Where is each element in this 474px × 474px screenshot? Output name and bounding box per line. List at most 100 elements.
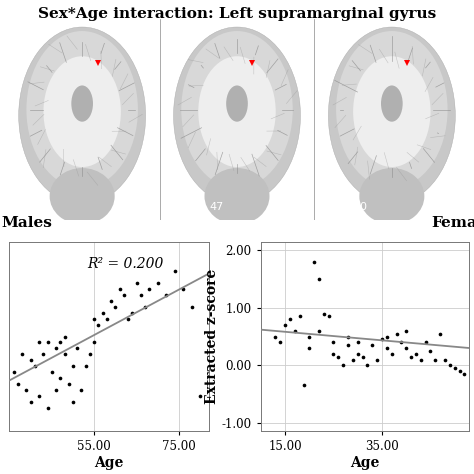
Point [431, 356, 439, 363]
Point [154, 280, 162, 287]
Point [120, 291, 128, 299]
Point [188, 303, 195, 311]
Point [91, 315, 98, 323]
Point [368, 341, 376, 349]
Point [61, 333, 68, 340]
Point [18, 351, 26, 358]
Point [310, 258, 318, 265]
Text: 47: 47 [209, 202, 223, 212]
Point [31, 362, 39, 370]
Point [69, 398, 77, 406]
Point [141, 303, 149, 311]
Point [461, 370, 468, 378]
Point [128, 309, 136, 317]
Ellipse shape [71, 85, 93, 122]
Point [286, 316, 293, 323]
Point [163, 291, 170, 299]
Point [325, 313, 332, 320]
Y-axis label: Extracted z-score: Extracted z-score [205, 269, 219, 404]
Point [315, 275, 323, 283]
Point [422, 338, 429, 346]
Point [320, 310, 328, 318]
Ellipse shape [226, 85, 248, 122]
Ellipse shape [18, 27, 146, 204]
Point [296, 313, 303, 320]
Ellipse shape [381, 85, 403, 122]
Point [412, 350, 419, 357]
X-axis label: Age: Age [350, 456, 380, 470]
Point [364, 362, 371, 369]
Point [124, 315, 132, 323]
Point [388, 350, 395, 357]
Point [305, 333, 313, 340]
Point [335, 353, 342, 360]
Point [437, 330, 444, 337]
Point [111, 303, 119, 311]
Ellipse shape [27, 31, 138, 188]
Point [446, 362, 454, 369]
Ellipse shape [50, 168, 115, 225]
Text: Sex*Age interaction: Left supramarginal gyrus: Sex*Age interaction: Left supramarginal … [38, 7, 436, 21]
Point [44, 338, 51, 346]
Ellipse shape [359, 168, 424, 225]
Point [301, 382, 308, 389]
Point [354, 338, 362, 346]
Point [52, 345, 60, 352]
Point [281, 321, 289, 329]
Point [78, 386, 85, 393]
Point [349, 356, 356, 363]
Point [137, 291, 145, 299]
Point [107, 297, 115, 305]
Point [272, 333, 279, 340]
Point [276, 338, 284, 346]
Point [73, 345, 81, 352]
Point [374, 356, 381, 363]
Point [133, 280, 140, 287]
Point [10, 368, 18, 376]
Point [69, 362, 77, 370]
Point [291, 327, 299, 335]
Point [116, 285, 123, 293]
Point [456, 367, 464, 375]
Point [315, 327, 323, 335]
Point [427, 347, 434, 355]
Point [52, 386, 60, 393]
Point [86, 351, 94, 358]
Point [36, 392, 43, 400]
Point [339, 362, 347, 369]
Point [407, 353, 415, 360]
Point [359, 353, 366, 360]
Ellipse shape [204, 168, 270, 225]
Ellipse shape [353, 56, 430, 167]
Ellipse shape [328, 27, 456, 204]
Point [27, 356, 35, 364]
Point [48, 368, 55, 376]
Point [23, 386, 30, 393]
Point [61, 351, 68, 358]
Point [56, 338, 64, 346]
Point [383, 333, 391, 340]
Point [398, 338, 405, 346]
Point [171, 267, 179, 275]
Ellipse shape [44, 56, 121, 167]
Point [196, 392, 204, 400]
Point [305, 344, 313, 352]
Point [91, 338, 98, 346]
Point [39, 351, 47, 358]
X-axis label: Age: Age [94, 456, 124, 470]
Point [56, 374, 64, 382]
Point [402, 327, 410, 335]
Point [417, 356, 425, 363]
Ellipse shape [173, 27, 301, 204]
Point [44, 404, 51, 411]
Point [27, 398, 35, 406]
Point [36, 338, 43, 346]
Point [441, 356, 449, 363]
Point [344, 341, 352, 349]
Text: R² = 0.200: R² = 0.200 [87, 257, 163, 271]
Ellipse shape [198, 56, 276, 167]
Point [344, 333, 352, 340]
Point [329, 338, 337, 346]
Point [95, 321, 102, 328]
Point [146, 285, 153, 293]
